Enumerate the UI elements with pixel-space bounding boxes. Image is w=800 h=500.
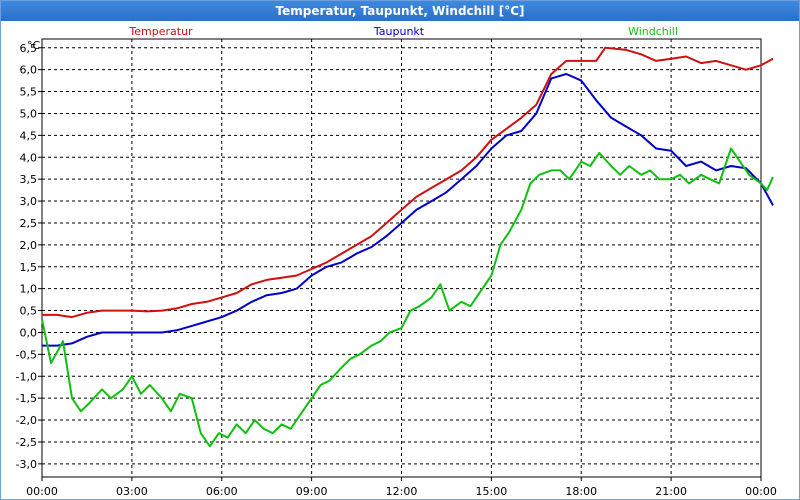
line-chart: 6,5 6,0 5,5 5,0 4,5 4,0 3,5 3,0 2,5 2,0 1,5 1,0 0,5 0… (16, 25, 777, 498)
y-tick-label: 1,5 (20, 261, 38, 274)
y-tick-label: 4,5 (20, 129, 38, 142)
legend-item-taupunkt: Taupunkt (373, 25, 425, 38)
grid (42, 39, 761, 477)
legend-item-windchill: Windchill (628, 25, 678, 38)
y-tick-label: 2,5 (20, 217, 38, 230)
series-line-taupunkt (42, 73, 774, 347)
x-tick-time-label: 21:00 (655, 485, 687, 498)
x-tick-time-label: 00:00 (26, 485, 58, 498)
y-tick-label: 2,0 (20, 239, 38, 252)
y-tick-label: -2,5 (16, 436, 37, 449)
y-tick-label: 4,0 (20, 151, 38, 164)
x-tick-time-label: 09:00 (296, 485, 328, 498)
x-tick-time-label: 03:00 (116, 485, 148, 498)
tick-labels: 6,5 6,0 5,5 5,0 4,5 4,0 3,5 3,0 2,5 2,0 1,5 1,0 0,5 0… (16, 39, 777, 498)
legend: Temperatur Taupunkt Windchill (128, 25, 678, 38)
y-tick-label: 6,0 (20, 64, 38, 77)
y-tick-label: -1,0 (16, 370, 37, 383)
series (41, 46, 774, 448)
y-tick-label: 6,5 (20, 42, 38, 55)
series-line-temperatur (42, 46, 774, 319)
x-tick-time-label: 18:00 (565, 485, 597, 498)
series-line-windchill (41, 147, 774, 448)
legend-item-temperatur: Temperatur (128, 25, 193, 38)
y-tick-label: 1,0 (20, 283, 38, 296)
x-tick-time-label: 00:00 (745, 485, 777, 498)
y-tick-label: 5,0 (20, 107, 38, 120)
y-tick-label: 3,5 (20, 173, 38, 186)
y-tick-label: 3,0 (20, 195, 38, 208)
y-tick-label: -3,0 (16, 458, 37, 471)
y-tick-label: 0,5 (20, 305, 38, 318)
y-tick-label: -0,5 (16, 348, 37, 361)
y-tick-label: -1,5 (16, 392, 37, 405)
y-tick-label: 0,0 (20, 326, 38, 339)
plot-frame (41, 38, 762, 478)
x-tick-time-label: 12:00 (386, 485, 418, 498)
y-tick-label: 5,5 (20, 86, 38, 99)
x-tick-time-label: 15:00 (476, 485, 508, 498)
x-tick-time-label: 06:00 (206, 485, 238, 498)
y-axis-unit-label: °C (27, 39, 41, 52)
axes (38, 38, 762, 481)
window-title: Temperatur, Taupunkt, Windchill [°C] (1, 1, 799, 21)
y-tick-label: -2,0 (16, 414, 37, 427)
